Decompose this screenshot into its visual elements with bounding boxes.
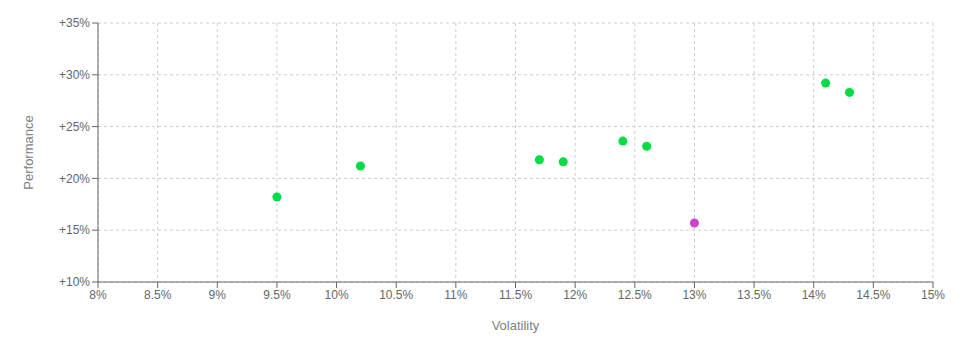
svg-text:Volatility: Volatility: [492, 318, 540, 333]
svg-text:8%: 8%: [89, 288, 107, 302]
svg-text:13%: 13%: [682, 288, 706, 302]
svg-text:15%: 15%: [921, 288, 945, 302]
svg-text:14%: 14%: [802, 288, 826, 302]
svg-text:+30%: +30%: [59, 68, 90, 82]
svg-text:12%: 12%: [563, 288, 587, 302]
svg-text:9%: 9%: [209, 288, 227, 302]
svg-text:11.5%: 11.5%: [499, 288, 532, 302]
svg-text:+15%: +15%: [59, 223, 90, 237]
svg-text:9.5%: 9.5%: [263, 288, 291, 302]
svg-text:+20%: +20%: [59, 172, 90, 186]
svg-text:8.5%: 8.5%: [144, 288, 172, 302]
svg-text:11%: 11%: [444, 288, 467, 302]
svg-text:13.5%: 13.5%: [737, 288, 771, 302]
svg-text:+25%: +25%: [59, 120, 90, 134]
svg-text:10.5%: 10.5%: [379, 288, 413, 302]
svg-text:14.5%: 14.5%: [856, 288, 890, 302]
svg-text:+10%: +10%: [59, 275, 90, 289]
svg-text:Performance: Performance: [21, 115, 36, 189]
svg-text:+35%: +35%: [59, 16, 90, 30]
svg-text:10%: 10%: [325, 288, 349, 302]
svg-text:12.5%: 12.5%: [618, 288, 652, 302]
